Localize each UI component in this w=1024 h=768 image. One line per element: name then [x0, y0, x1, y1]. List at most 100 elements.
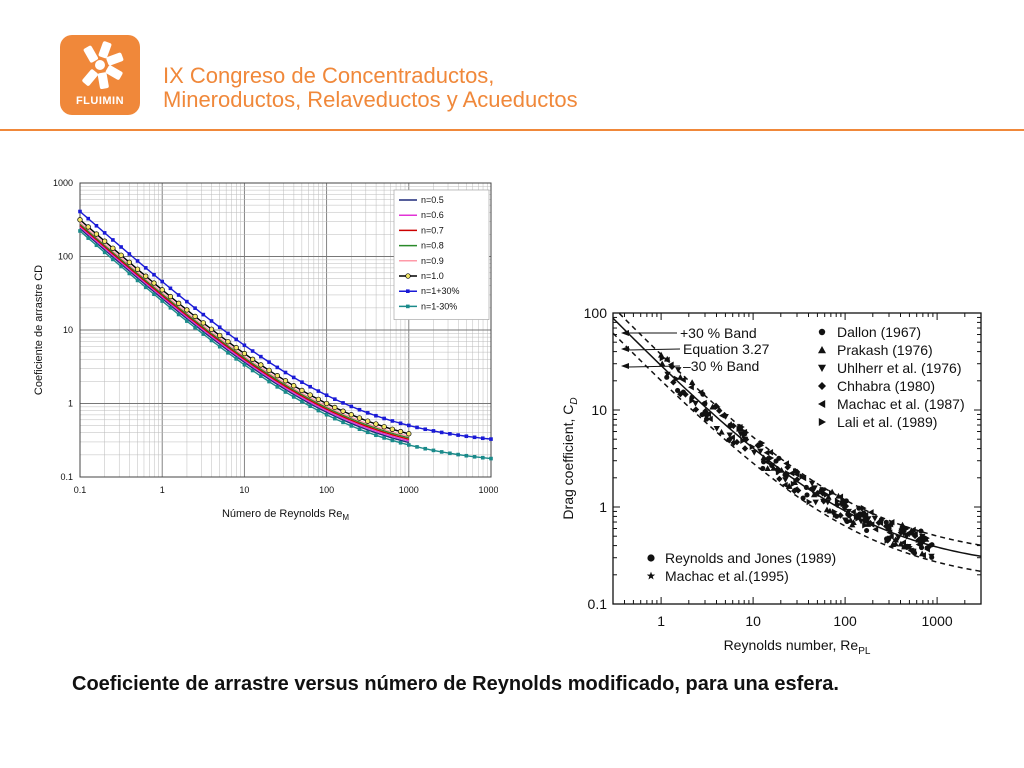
chart1-point	[249, 356, 256, 362]
chart2-y-tick-label: 10	[591, 402, 607, 418]
chart1-point	[291, 383, 297, 389]
chart1-point	[448, 432, 452, 436]
chart2-data-point	[799, 473, 806, 480]
chart1-point	[185, 319, 189, 323]
chart1-point	[152, 272, 156, 277]
chart1-point	[77, 217, 83, 223]
chart2-data-point	[867, 509, 874, 516]
chart2-data-point	[726, 432, 733, 439]
chart1-point	[407, 443, 411, 447]
chart2-data-point	[774, 469, 781, 476]
chart1-point	[282, 378, 289, 384]
chart2-data-point	[847, 517, 854, 523]
chart2-data-point	[839, 500, 845, 507]
chart2-data-point	[793, 471, 800, 478]
chart1-point	[86, 216, 91, 221]
chart1-point	[324, 412, 329, 417]
chart1-point	[382, 416, 386, 421]
chart2-data-point	[778, 467, 785, 473]
chart1-point	[315, 396, 322, 403]
chart1-point	[242, 343, 247, 348]
chart1-point	[242, 362, 247, 367]
chart2-data-point	[692, 400, 699, 407]
chart1-point	[94, 243, 99, 248]
chart1-line	[79, 224, 409, 440]
chart2-data-point	[831, 508, 838, 516]
chart1-point	[193, 306, 197, 310]
chart1-point	[234, 357, 238, 361]
chart1-point	[308, 404, 312, 409]
chart2-data-point	[849, 521, 856, 528]
chart1-point	[94, 223, 99, 228]
chart1-point	[151, 280, 157, 286]
chart2-data-point	[883, 519, 889, 525]
chart1-point	[406, 431, 412, 437]
chart1-point	[456, 452, 460, 457]
chart2-data-point	[709, 403, 716, 410]
chart1-series-n=0.6	[79, 226, 409, 442]
chart1-point	[365, 411, 370, 415]
chart1-point	[143, 273, 149, 279]
chart2-data-point	[872, 526, 879, 533]
chart2-data-point	[713, 425, 720, 432]
chart2-data-point	[929, 554, 935, 560]
chart2-data-point	[722, 413, 729, 420]
chart1-legend-label: n=0.7	[421, 225, 444, 235]
chart2-data-point	[697, 389, 704, 396]
chart2-legend-marker	[818, 400, 826, 408]
chart1-point	[448, 451, 452, 456]
header-title-line1: IX Congreso de Concentraductos,	[163, 63, 495, 88]
chart2-scatter-points	[657, 351, 935, 560]
chart1-point	[241, 350, 248, 357]
chart1-point	[398, 421, 403, 426]
chart1-series-n=1.0	[77, 217, 412, 437]
chart1-point	[208, 326, 215, 332]
chart2-data-point	[924, 534, 930, 542]
chart1-point	[480, 455, 485, 460]
chart1-series	[77, 209, 493, 461]
chart1-point	[135, 259, 140, 263]
chart2-data-point	[785, 483, 793, 489]
chart2-data-point	[707, 415, 713, 423]
chart1-series-n=0.9	[79, 221, 409, 438]
chart2-data-point	[764, 465, 771, 472]
chart1-point	[126, 259, 132, 265]
chart2-data-point	[825, 493, 832, 500]
chart2-data-point	[659, 360, 666, 367]
chart1-point	[110, 245, 116, 251]
chart1-point	[423, 446, 428, 451]
chart1-point	[111, 238, 115, 242]
chart1-point	[415, 425, 419, 430]
chart2-data-point	[845, 508, 852, 515]
chart2-data-point	[823, 491, 830, 498]
chart2-data-point	[729, 434, 735, 441]
chart1-point	[316, 408, 321, 413]
chart1-point	[118, 252, 124, 258]
chart1-point	[135, 278, 140, 283]
chart2-data-point	[897, 540, 905, 547]
chart2-data-point	[714, 403, 721, 411]
chart2-legend-marker	[818, 382, 826, 390]
chart2-data-point	[663, 356, 670, 364]
chart1-legend-label: n=0.8	[421, 241, 444, 251]
header-title-line2: Mineroductos, Relaveductos y Acueductos	[163, 87, 578, 112]
chart2-legend-marker	[647, 554, 655, 562]
chart2-y-axis-label: Drag coefficient, CD	[560, 397, 580, 519]
chart2-x-tick-label: 100	[833, 613, 857, 629]
chart2-data-point	[763, 449, 770, 456]
chart2-data-point	[856, 505, 862, 511]
chart1-legend-label: n=1-30%	[421, 301, 457, 311]
chart2-data-point	[737, 431, 744, 438]
chart1-point	[398, 440, 403, 445]
chart1-point	[185, 299, 189, 304]
chart1-point	[324, 393, 329, 398]
chart2-legend-marker	[818, 364, 826, 372]
chart2-data-point	[857, 513, 863, 519]
chart1-point	[431, 429, 436, 433]
chart2-data-point	[754, 442, 762, 449]
chart2-data-point	[888, 519, 895, 526]
chart2-data-point	[718, 428, 725, 435]
chart1-point	[407, 423, 411, 428]
drag-coefficient-scatter-chart: 1 10 100 1000 0.1 1 10 100 Reynolds number, RePL…	[560, 305, 982, 655]
